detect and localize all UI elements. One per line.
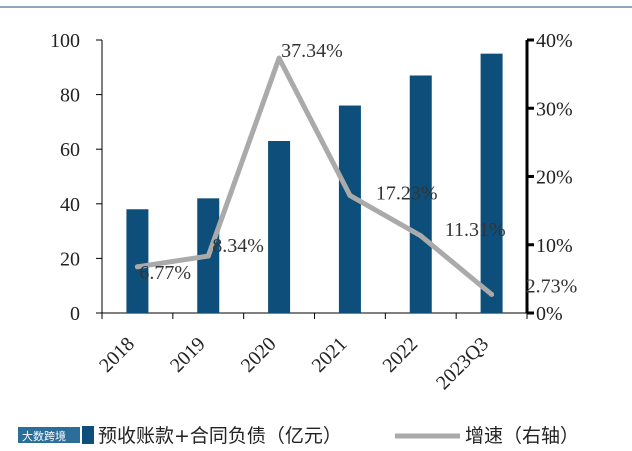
bar: [480, 53, 503, 314]
watermark-text: 大数跨境: [22, 429, 66, 443]
bar: [268, 141, 291, 313]
y-right-tick-label: 40%: [536, 30, 573, 52]
legend: 大数跨境 预收账款+合同负债（亿元） 增速（右轴）: [18, 425, 579, 447]
line-point: [134, 264, 140, 270]
legend-bar-label: 预收账款+合同负债（亿元）: [98, 425, 342, 447]
bar: [126, 209, 149, 313]
data-label: 11.31%: [445, 219, 506, 241]
y-left-tick-label: 20: [60, 248, 80, 270]
bar: [409, 75, 432, 314]
watermark-badge: [18, 427, 80, 443]
data-label: 6.77%: [139, 262, 191, 284]
x-tick-label: 2019: [166, 333, 210, 377]
data-label: 2.73%: [526, 275, 578, 297]
legend-bar-swatch: [82, 426, 94, 444]
growth-line: [134, 55, 495, 297]
y-right-tick-label: 20%: [536, 167, 573, 189]
legend-line-label: 增速（右轴）: [465, 425, 579, 447]
line-point: [276, 55, 282, 61]
y-left-tick-label: 60: [60, 139, 80, 161]
data-label: 37.34%: [281, 40, 343, 62]
bar-series: [126, 53, 503, 314]
y-left-tick-label: 80: [60, 85, 80, 107]
x-tick-label: 2020: [237, 333, 281, 377]
y-left-tick-label: 100: [50, 30, 80, 52]
bar: [338, 105, 361, 314]
x-tick-label: 2023Q3: [432, 333, 493, 394]
line-point: [347, 192, 353, 198]
data-label: 17.23%: [376, 182, 438, 204]
line-series: [134, 55, 495, 297]
y-left-tick-label: 0: [70, 303, 80, 325]
x-tick-label: 2021: [308, 333, 352, 377]
x-tick-label: 2018: [95, 333, 139, 377]
data-labels: 6.77% 8.34% 37.34% 17.23% 11.31% 2.73%: [139, 40, 577, 297]
data-label: 8.34%: [212, 235, 264, 257]
line-point: [489, 291, 495, 297]
y-left-tick-label: 40: [60, 194, 80, 216]
y-right-tick-label: 0%: [536, 303, 563, 325]
line-point: [418, 233, 424, 239]
x-tick-label: 2022: [378, 333, 422, 377]
y-right-tick-label: 10%: [536, 235, 573, 257]
y-right-tick-label: 30%: [536, 98, 573, 120]
line-point: [205, 253, 211, 259]
